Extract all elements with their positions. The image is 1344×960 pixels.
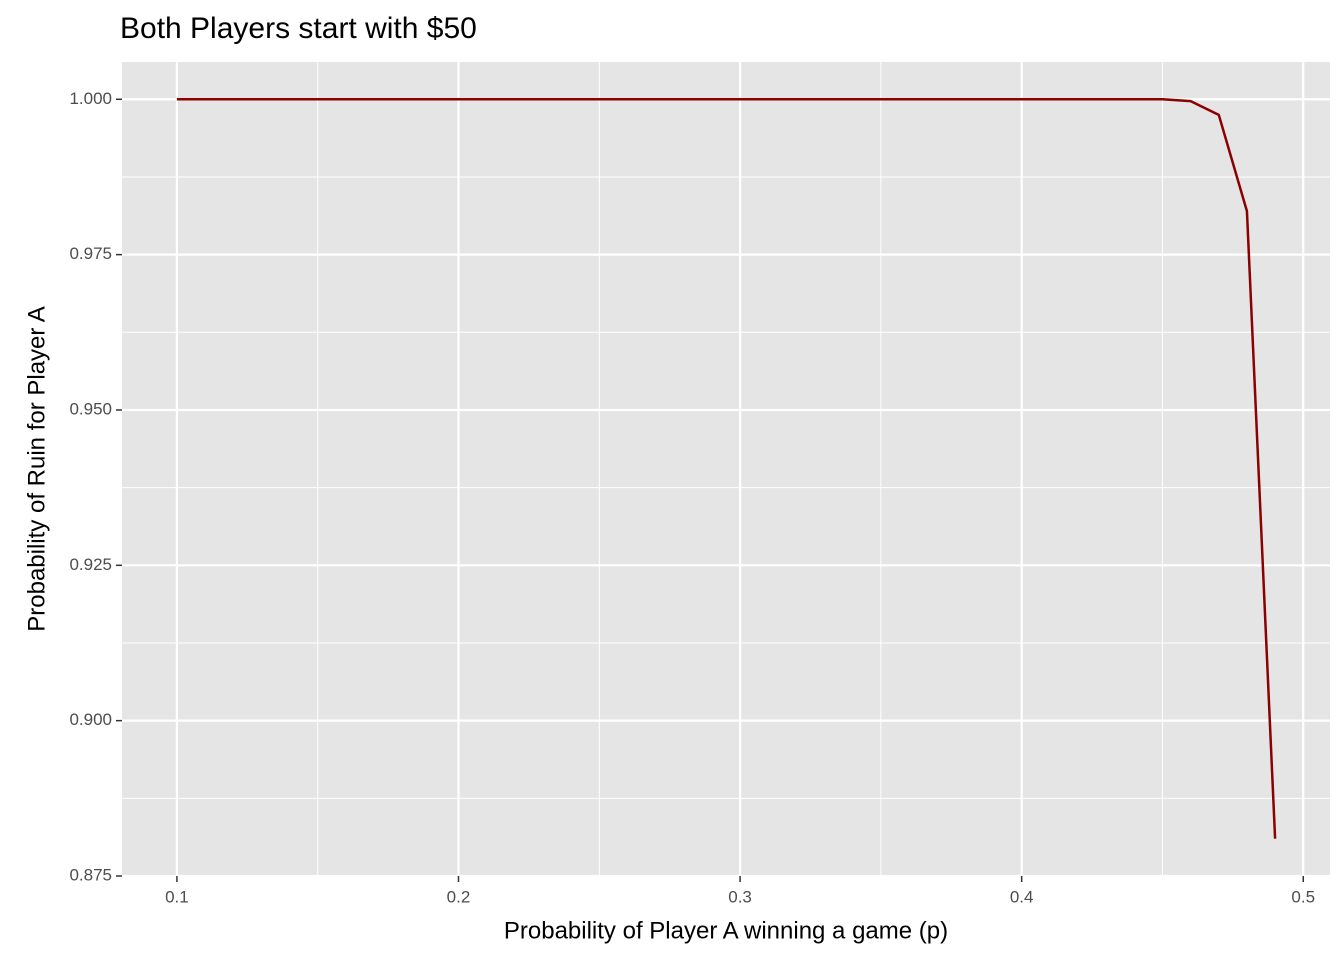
line: [176, 98, 1277, 839]
plot-panel: [122, 62, 1330, 876]
x-tick-label: 0.2: [447, 887, 471, 906]
x-axis-label: Probability of Player A winning a game (…: [504, 917, 948, 944]
y-tick-label: 0.900: [69, 710, 112, 729]
y-tick-label: 0.950: [69, 399, 112, 418]
y-tick-label: 1.000: [69, 89, 112, 108]
y-tick-label: 0.975: [69, 244, 112, 263]
x-tick-label: 0.3: [728, 887, 752, 906]
grid: [122, 62, 1330, 878]
x-tick-label: 0.1: [165, 887, 189, 906]
marks: [176, 98, 1277, 839]
y-tick-label: 0.875: [69, 865, 112, 884]
chart-title: Both Players start with $50: [120, 12, 477, 45]
y-tick-label: 0.925: [69, 555, 112, 574]
y-axis-label: Probability of Ruin for Player A: [23, 306, 50, 632]
x-tick-label: 0.4: [1010, 887, 1034, 906]
x-tick-label: 0.5: [1291, 887, 1315, 906]
